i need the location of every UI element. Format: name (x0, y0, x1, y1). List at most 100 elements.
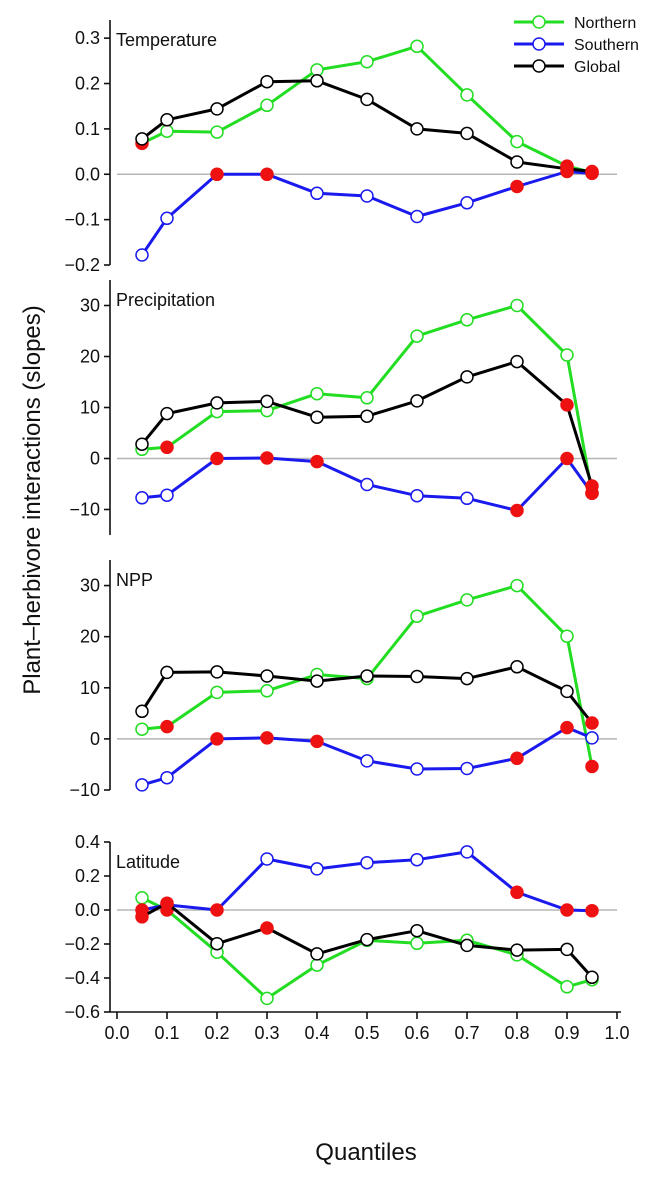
y-tick-label-latitude: −0.6 (64, 1002, 100, 1022)
y-tick-label-npp: −10 (69, 780, 100, 800)
series-northern-precipitation (135, 298, 599, 500)
data-point-global-npp (360, 669, 374, 683)
data-point-southern-latitude (585, 903, 599, 918)
data-point-global-temperature (160, 113, 174, 127)
data-point-global-npp (585, 716, 599, 730)
legend-item-southern: Southern (514, 37, 639, 54)
data-point-southern-latitude (360, 855, 374, 870)
series-southern-temperature (135, 164, 599, 262)
data-point-global-precipitation (135, 437, 149, 451)
data-point-global-precipitation (310, 410, 324, 424)
data-point-northern-npp (460, 593, 474, 607)
data-point-global-npp (260, 669, 274, 683)
data-point-southern-latitude (310, 862, 324, 876)
data-point-northern-npp (560, 629, 574, 643)
data-point-global-latitude (585, 970, 599, 985)
data-point-southern-npp (160, 770, 174, 785)
data-point-global-precipitation (585, 479, 599, 493)
data-point-global-precipitation (160, 406, 174, 421)
data-point-southern-latitude (210, 903, 224, 917)
data-point-southern-npp (360, 754, 374, 768)
data-point-global-npp (510, 660, 524, 674)
y-tick-label-latitude: −0.2 (64, 934, 100, 954)
x-tick-label: 0.5 (354, 1023, 379, 1043)
data-point-southern-precipitation (135, 491, 149, 505)
data-point-global-precipitation (560, 398, 574, 412)
y-tick-label-latitude: 0.2 (75, 866, 100, 886)
legend-item-global: Global (514, 59, 620, 76)
data-point-northern-temperature (210, 125, 224, 139)
data-point-global-latitude (360, 932, 374, 947)
data-point-southern-precipitation (260, 451, 274, 465)
data-point-northern-precipitation (410, 329, 424, 343)
x-tick-label: 0.8 (504, 1023, 529, 1043)
data-point-southern-npp (260, 731, 274, 745)
data-point-global-precipitation (460, 370, 474, 384)
panel-label-precipitation: Precipitation (116, 290, 215, 310)
panel-precipitation: 30 20 10 0 −10 Precipitation (69, 280, 617, 535)
data-point-northern-temperature (460, 88, 474, 102)
data-point-global-latitude (510, 943, 524, 957)
x-tick-label: 1.0 (604, 1023, 629, 1043)
panel-temperature: 0.3 0.2 0.1 0.0 −0.1 −0.2 Temperature (64, 20, 617, 275)
data-point-global-temperature (260, 74, 274, 89)
y-tick-label-temperature: −0.1 (64, 210, 100, 230)
data-point-southern-temperature (510, 179, 524, 194)
data-point-southern-npp (135, 778, 149, 792)
data-point-northern-latitude (260, 991, 274, 1006)
data-point-northern-npp (160, 719, 174, 734)
legend-label: Global (574, 59, 620, 76)
data-point-southern-latitude (560, 903, 574, 917)
y-tick-label-latitude: −0.4 (64, 968, 100, 988)
data-point-northern-precipitation (560, 348, 574, 362)
data-point-northern-precipitation (510, 298, 524, 313)
data-point-global-temperature (560, 162, 574, 176)
panel-latitude: 0.4 0.2 0.0 −0.2 −0.4 −0.6 Latitude (64, 832, 617, 1022)
y-tick-label-temperature: −0.2 (64, 255, 100, 275)
y-tick-label-temperature: 0.2 (75, 74, 100, 94)
data-point-southern-temperature (135, 248, 149, 262)
data-point-global-precipitation (360, 409, 374, 423)
data-point-northern-temperature (260, 98, 274, 113)
data-point-southern-precipitation (510, 503, 524, 518)
legend-swatch-marker (532, 15, 546, 29)
data-point-southern-precipitation (560, 451, 574, 466)
data-point-northern-npp (135, 722, 149, 736)
x-tick-label: 0.6 (404, 1023, 429, 1043)
data-point-northern-temperature (410, 39, 424, 54)
y-tick-label-precipitation: 30 (80, 296, 100, 316)
data-point-southern-npp (310, 734, 324, 749)
data-point-northern-latitude (135, 891, 149, 905)
data-point-southern-temperature (360, 189, 374, 203)
data-point-global-temperature (585, 164, 599, 179)
x-tick-label: 0.1 (154, 1023, 179, 1043)
panel-label-latitude: Latitude (116, 852, 180, 872)
data-point-southern-npp (510, 751, 524, 766)
y-tick-label-npp: 10 (80, 678, 100, 698)
data-point-northern-precipitation (310, 386, 324, 401)
panel-label-temperature: Temperature (116, 30, 217, 50)
data-point-southern-latitude (460, 845, 474, 859)
data-point-northern-npp (260, 684, 274, 698)
data-point-southern-npp (210, 732, 224, 746)
y-tick-label-precipitation: −10 (69, 500, 100, 520)
data-point-southern-npp (560, 720, 574, 735)
data-point-northern-temperature (510, 134, 524, 149)
legend-label: Southern (574, 37, 639, 54)
x-axis: 0.0 0.1 0.2 0.3 0.4 0.5 0.6 0.7 0.8 0.9 1.0 (104, 1011, 630, 1043)
data-point-northern-temperature (360, 54, 374, 69)
y-tick-label-npp: 0 (90, 729, 100, 749)
data-point-global-latitude (135, 910, 149, 924)
legend-item-northern: Northern (514, 15, 636, 32)
data-point-global-temperature (210, 102, 224, 116)
data-point-global-npp (135, 704, 149, 719)
series-southern-precipitation (135, 451, 599, 518)
data-point-southern-npp (460, 761, 474, 776)
x-tick-label: 0.4 (304, 1023, 329, 1043)
data-point-northern-temperature (160, 124, 174, 138)
data-point-southern-latitude (410, 852, 424, 867)
data-point-global-temperature (360, 92, 374, 107)
y-axis-title: Plant–herbivore interactions (slopes) (19, 305, 46, 695)
y-tick-label-precipitation: 20 (80, 347, 100, 367)
